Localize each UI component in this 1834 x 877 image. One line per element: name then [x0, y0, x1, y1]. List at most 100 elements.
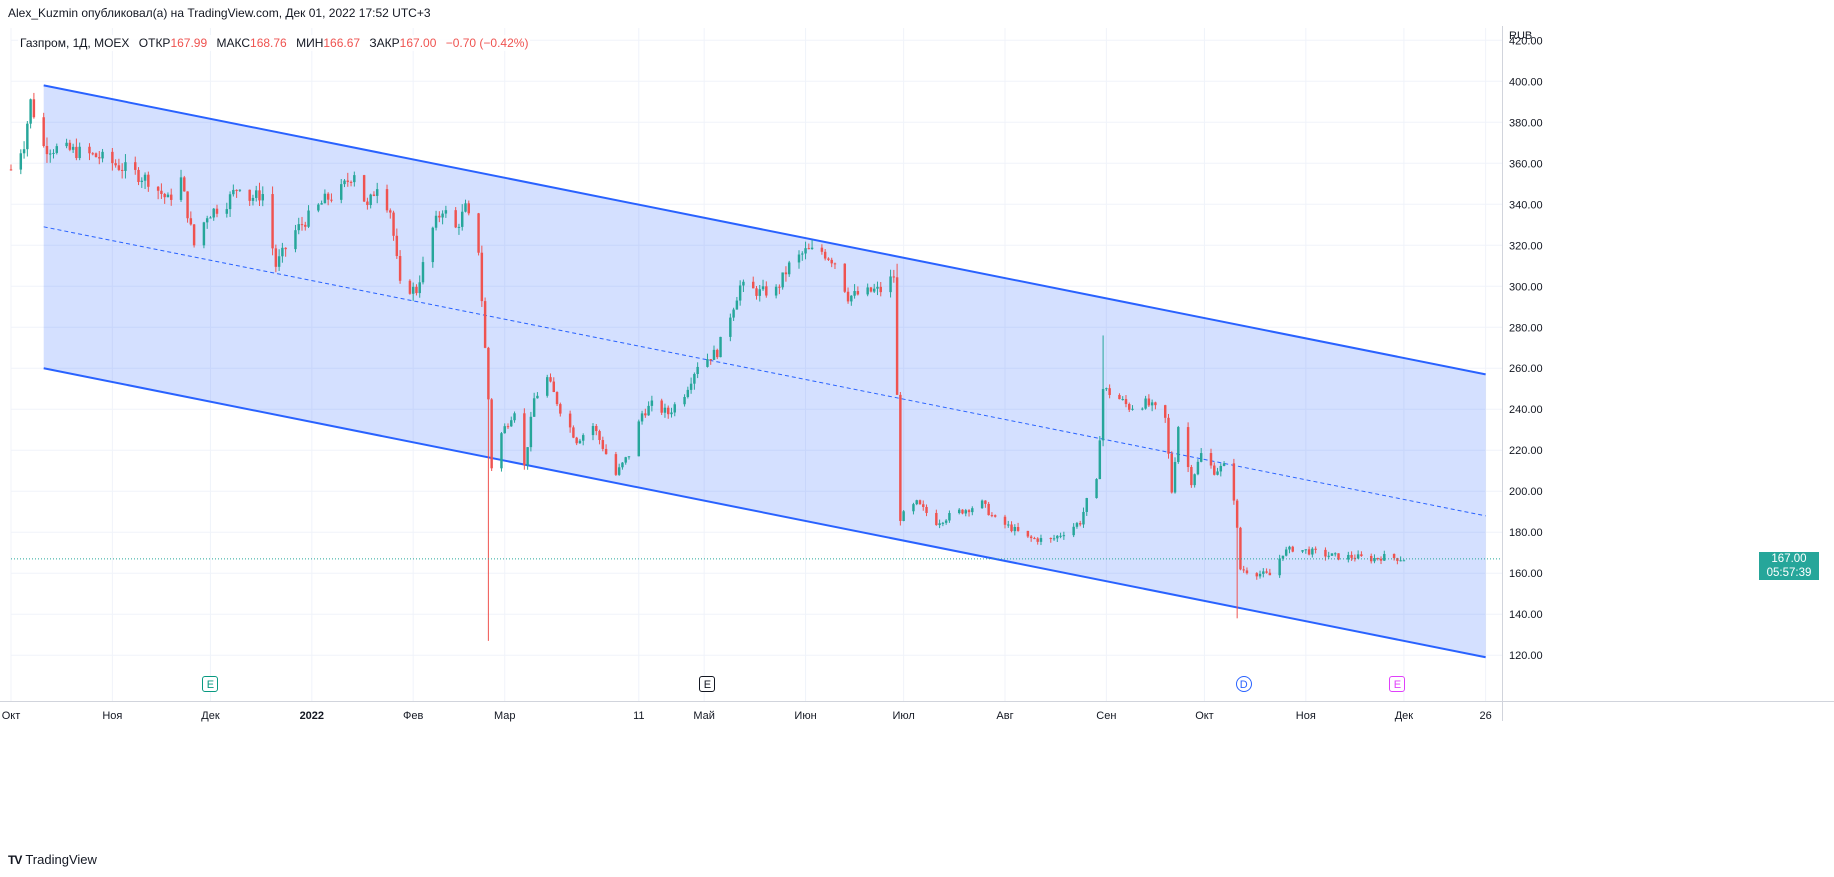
- candle-body: [114, 163, 117, 166]
- x-tick-label: Май: [693, 710, 715, 722]
- candle-body: [1327, 555, 1330, 557]
- tradingview-logo-icon[interactable]: TV: [8, 852, 22, 867]
- candle-body: [1150, 402, 1154, 406]
- candlestick-chart[interactable]: 120.00 140.00 160.00 180.00 200.00 220.00 240.…: [0, 26, 1834, 851]
- candle-body: [1101, 389, 1105, 441]
- candle-body: [729, 317, 732, 337]
- candle-body: [801, 253, 804, 255]
- candle-body: [961, 509, 964, 514]
- candle-body: [398, 256, 402, 281]
- candle-body: [1304, 549, 1308, 551]
- candle-body: [255, 190, 258, 198]
- candle-body: [189, 218, 193, 225]
- y-tick-label: 220.00: [1509, 445, 1543, 457]
- candle-body: [915, 500, 918, 505]
- candle-body: [856, 291, 860, 295]
- candle-body: [1242, 569, 1245, 571]
- candle-body: [784, 272, 788, 275]
- legend-high-value: 168.76: [250, 36, 287, 50]
- candle-body: [143, 174, 147, 181]
- candle-body: [621, 462, 624, 468]
- candle-body: [598, 431, 601, 441]
- candle-body: [353, 175, 356, 183]
- candle-body: [1154, 402, 1157, 406]
- candle-body: [820, 247, 824, 252]
- candle-body: [523, 413, 526, 466]
- candle-body: [686, 389, 690, 397]
- candle-body: [555, 392, 559, 405]
- candle-body: [647, 405, 650, 416]
- candle-body: [1396, 558, 1399, 561]
- candle-body: [948, 513, 951, 521]
- y-tick-label: 260.00: [1509, 363, 1543, 375]
- candle-body: [823, 251, 827, 259]
- y-tick-label: 420.00: [1509, 35, 1543, 47]
- y-tick-label: 320.00: [1509, 240, 1543, 252]
- event-marker-icon[interactable]: E: [699, 676, 716, 692]
- event-marker-icon[interactable]: E: [202, 676, 219, 692]
- candle-body: [1235, 500, 1239, 528]
- candle-body: [810, 247, 814, 249]
- candle-body: [1049, 538, 1053, 540]
- candle-body: [232, 189, 235, 195]
- candle-body: [1213, 465, 1216, 475]
- candle-body: [156, 186, 160, 191]
- candle-body: [317, 204, 320, 211]
- candle-body: [761, 286, 765, 290]
- candle-body: [1026, 530, 1030, 537]
- x-tick-label: Окт: [1195, 710, 1214, 722]
- candle-body: [134, 162, 137, 170]
- candle-body: [98, 157, 101, 159]
- event-marker-icon[interactable]: D: [1235, 676, 1252, 692]
- candle-body: [490, 399, 493, 469]
- candle-body: [993, 515, 997, 517]
- candle-body: [755, 288, 758, 296]
- candle-body: [307, 210, 310, 227]
- candle-body: [75, 146, 78, 159]
- candle-body: [957, 509, 961, 514]
- candle-body: [807, 248, 811, 250]
- x-tick-label: 26: [1480, 710, 1492, 722]
- chart-frame[interactable]: 120.00 140.00 160.00 180.00 200.00 220.00 240.…: [0, 26, 1834, 851]
- candle-body: [595, 426, 598, 432]
- candle-body: [1098, 440, 1102, 480]
- candle-body: [1337, 553, 1340, 560]
- candle-body: [1219, 465, 1223, 472]
- candle-body: [1085, 498, 1088, 512]
- y-tick-label: 160.00: [1509, 568, 1543, 580]
- candle-body: [712, 349, 716, 360]
- x-tick-label: Ноя: [1296, 710, 1316, 722]
- candle-body: [1056, 535, 1059, 539]
- candle-body: [251, 197, 255, 201]
- legend-symbol[interactable]: Газпром, 1Д, MOEX: [20, 36, 130, 50]
- candle-body: [1268, 572, 1272, 576]
- candle-body: [1291, 546, 1294, 552]
- candle-body: [169, 194, 173, 200]
- candle-body: [1239, 527, 1242, 570]
- candle-body: [460, 211, 464, 227]
- candle-body: [1121, 399, 1124, 401]
- y-tick-label: 360.00: [1509, 158, 1543, 170]
- candle-body: [797, 254, 801, 263]
- y-tick-label: 340.00: [1509, 199, 1543, 211]
- x-tick-label: 2022: [300, 710, 324, 722]
- candle-body: [568, 413, 572, 428]
- event-marker-icon[interactable]: E: [1389, 676, 1406, 692]
- candle-body: [774, 286, 778, 296]
- candle-body: [1360, 554, 1363, 556]
- candle-body: [1369, 555, 1373, 562]
- candle-body: [1301, 550, 1304, 552]
- candle-body: [1265, 571, 1268, 573]
- candle-body: [415, 286, 418, 294]
- candle-body: [1173, 461, 1177, 493]
- y-tick-label: 280.00: [1509, 322, 1543, 334]
- candle-body: [765, 286, 768, 296]
- candle-body: [843, 263, 847, 292]
- x-tick-label: 11: [633, 710, 644, 722]
- candle-body: [1186, 427, 1190, 468]
- footer-brand[interactable]: TradingView: [25, 852, 97, 867]
- candle-body: [738, 285, 742, 301]
- candle-body: [209, 217, 212, 219]
- candle-body: [297, 224, 300, 231]
- channel-mid-line: [43, 226, 1486, 517]
